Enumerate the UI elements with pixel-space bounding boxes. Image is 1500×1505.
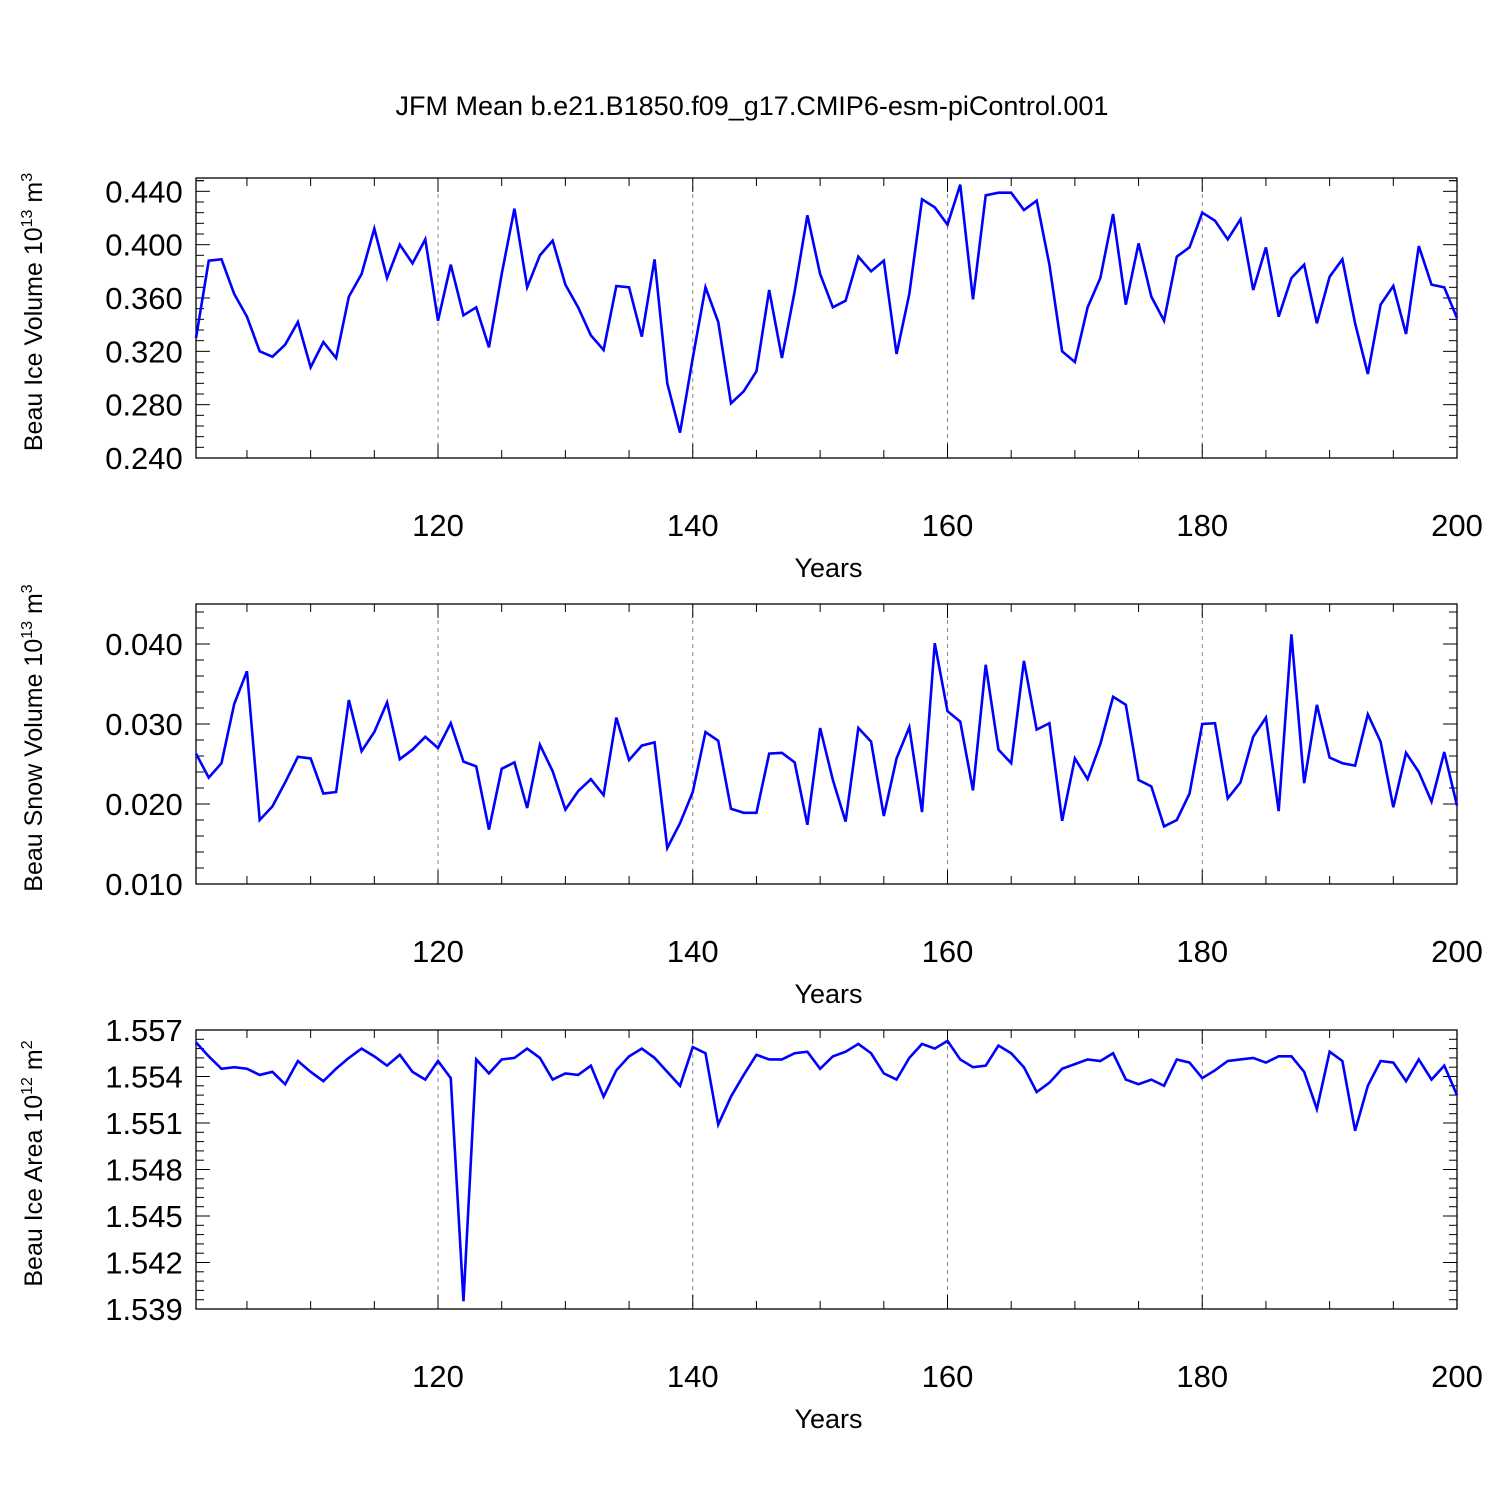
y-tick-label: 0.020 bbox=[105, 787, 183, 822]
x-axis-label: Years bbox=[794, 1404, 862, 1434]
x-tick-label: 160 bbox=[922, 508, 974, 543]
x-tick-label: 180 bbox=[1176, 508, 1228, 543]
y-tick-label: 0.240 bbox=[105, 441, 183, 476]
y-tick-label: 0.360 bbox=[105, 281, 183, 316]
panel-snow-volume: 0.010 0.020 0.030 0.040 120 140 160 180 200 Years… bbox=[19, 584, 1483, 1009]
panel-ice-area: 1.539 1.542 1.545 1.548 1.551 1.554 1.557 120 14… bbox=[19, 1013, 1483, 1434]
figure-title: JFM Mean b.e21.B1850.f09_g17.CMIP6-esm-p… bbox=[396, 91, 1109, 121]
x-tick-label: 120 bbox=[412, 934, 464, 969]
y-tick-label: 0.440 bbox=[105, 174, 183, 209]
x-tick-label: 140 bbox=[667, 508, 719, 543]
series-line bbox=[195, 1039, 1459, 1302]
series-line bbox=[194, 634, 1459, 853]
y-axis-label: Beau Ice Area 1012 m2 bbox=[19, 1040, 48, 1286]
plot-frame bbox=[195, 603, 1458, 885]
y-axis-label: Beau Ice Volume 1013 m3 bbox=[19, 173, 48, 451]
y-axis-label: Beau Snow Volume 1013 m3 bbox=[19, 584, 48, 892]
y-tick-label: 0.040 bbox=[105, 627, 183, 662]
x-tick-label: 200 bbox=[1431, 1359, 1483, 1394]
x-tick-label: 140 bbox=[667, 1359, 719, 1394]
y-tick-label: 1.542 bbox=[105, 1246, 183, 1281]
y-tick-label: 1.545 bbox=[105, 1199, 183, 1234]
panel-ice-volume: 0.240 0.280 0.320 0.360 0.400 0.440 120 140 160 1… bbox=[19, 173, 1483, 583]
y-tick-label: 1.539 bbox=[105, 1292, 183, 1327]
x-tick-label: 140 bbox=[667, 934, 719, 969]
x-tick-label: 200 bbox=[1431, 508, 1483, 543]
y-tick-label: 0.400 bbox=[105, 228, 183, 263]
x-axis-label: Years bbox=[794, 553, 862, 583]
y-tick-label: 0.010 bbox=[105, 867, 183, 902]
x-axis-label: Years bbox=[794, 979, 862, 1009]
x-tick-label: 160 bbox=[922, 1359, 974, 1394]
x-tick-label: 160 bbox=[922, 934, 974, 969]
y-tick-label: 0.280 bbox=[105, 388, 183, 423]
series-line bbox=[194, 184, 1459, 433]
y-tick-label: 1.548 bbox=[105, 1153, 183, 1188]
y-tick-label: 1.557 bbox=[105, 1013, 183, 1048]
y-tick-label: 0.030 bbox=[105, 707, 183, 742]
y-tick-label: 1.551 bbox=[105, 1106, 183, 1141]
x-tick-label: 200 bbox=[1431, 934, 1483, 969]
x-tick-label: 120 bbox=[412, 508, 464, 543]
x-tick-label: 180 bbox=[1176, 934, 1228, 969]
y-tick-label: 0.320 bbox=[105, 334, 183, 369]
x-tick-label: 180 bbox=[1176, 1359, 1228, 1394]
x-tick-label: 120 bbox=[412, 1359, 464, 1394]
y-tick-label: 1.554 bbox=[105, 1060, 183, 1095]
